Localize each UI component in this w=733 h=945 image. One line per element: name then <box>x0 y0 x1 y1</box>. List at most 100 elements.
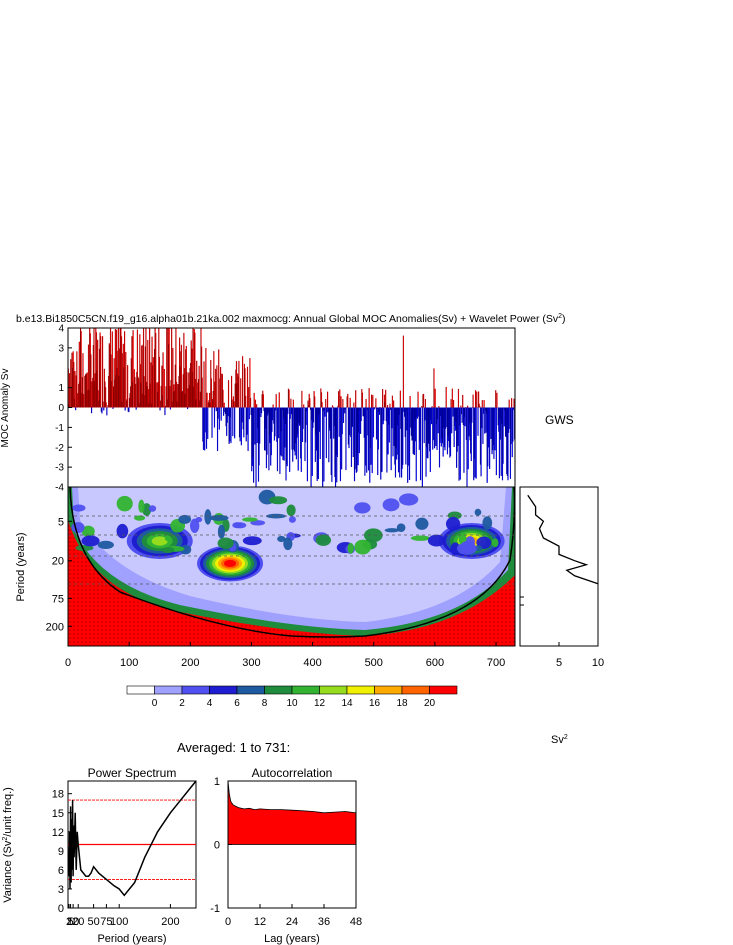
anomaly-bar <box>263 394 264 408</box>
anomaly-bar <box>459 407 461 480</box>
anomaly-bar <box>274 407 276 437</box>
power-spectrum-line <box>68 780 197 897</box>
wavelet-blob <box>71 522 85 533</box>
anomaly-bar <box>246 407 248 435</box>
anomaly-bar <box>243 407 245 438</box>
anomaly-bar <box>439 407 441 443</box>
wavelet-blob <box>269 496 288 505</box>
colorbar-swatch <box>126 685 155 695</box>
gws-xtick-label: 10 <box>592 657 604 669</box>
anomaly-bar <box>453 399 455 408</box>
anomaly-bar <box>372 395 374 408</box>
anomaly-bar <box>513 398 515 408</box>
anomaly-bar <box>493 407 495 459</box>
anomaly-bar <box>450 399 452 408</box>
wavelet-blob <box>81 525 95 538</box>
anomaly-bar <box>321 401 323 408</box>
anomaly-bar <box>305 407 307 426</box>
anomaly-ytick-label: -3 <box>55 463 64 474</box>
anomaly-bar <box>149 328 151 408</box>
anomaly-bar <box>359 407 360 454</box>
anomaly-bar <box>458 407 460 481</box>
anomaly-bar <box>203 361 205 408</box>
anomaly-bar <box>228 380 230 408</box>
anomaly-bar <box>508 399 510 408</box>
anomaly-bar <box>450 407 452 457</box>
anomaly-bar <box>118 328 120 408</box>
cone-of-influence <box>69 487 515 638</box>
anomaly-bar <box>445 407 447 429</box>
anomaly-bar <box>187 407 189 410</box>
anomaly-bar <box>471 407 473 423</box>
anomaly-bar <box>176 381 178 408</box>
anomaly-bar <box>400 390 401 408</box>
anomaly-bar <box>70 359 72 408</box>
anomaly-bar <box>500 407 502 476</box>
anomaly-bar <box>242 356 244 408</box>
anomaly-bar <box>69 373 71 408</box>
ac-ytick-label: 1 <box>214 776 220 788</box>
anomaly-bar <box>332 406 334 408</box>
ps-xtick-label: 200 <box>161 916 179 928</box>
anomaly-bar <box>481 400 483 408</box>
anomaly-bar <box>332 405 334 408</box>
anomaly-bar <box>293 399 294 408</box>
anomaly-bar <box>368 407 370 471</box>
anomaly-bar <box>479 406 481 408</box>
anomaly-bar <box>405 407 407 465</box>
anomaly-bar <box>307 400 309 408</box>
colorbar-label: 20 <box>424 698 436 709</box>
wavelet-hotspot <box>151 536 168 546</box>
anomaly-bar <box>131 336 133 408</box>
anomaly-bar <box>508 407 510 433</box>
wavelet-field <box>68 487 515 646</box>
anomaly-bar <box>478 403 480 408</box>
anomaly-bar <box>349 397 351 408</box>
anomaly-bar <box>280 407 282 456</box>
anomaly-bar <box>398 407 400 473</box>
anomaly-bar <box>353 402 355 408</box>
anomaly-bar <box>457 407 459 446</box>
wavelet-blob <box>164 535 172 542</box>
anomaly-bar <box>494 407 496 451</box>
anomaly-bar <box>325 399 327 408</box>
anomaly-bar <box>462 394 464 408</box>
anomaly-bar <box>425 399 427 408</box>
colorbar-swatch <box>209 685 238 695</box>
anomaly-bar <box>383 407 385 421</box>
anomaly-bar <box>311 407 313 476</box>
anomaly-bar <box>390 407 392 471</box>
anomaly-bar <box>162 352 164 408</box>
anomaly-bar <box>216 365 218 408</box>
anomaly-panel: 4 3 1 0 -1 -2 -3 -4 MOC Anomaly Sv <box>0 324 516 494</box>
wavelet-blob <box>354 539 372 555</box>
anomaly-bar <box>250 397 252 408</box>
anomaly-bar <box>376 407 378 440</box>
anomaly-bar <box>422 407 423 487</box>
anomaly-bar <box>297 407 299 471</box>
anomaly-bar <box>351 407 353 467</box>
anomaly-bar <box>209 392 211 408</box>
anomaly-bar <box>374 407 376 410</box>
ps-ytick-label: 12 <box>52 827 64 839</box>
anomaly-bar <box>278 392 280 408</box>
ps-xtick-label: 2 <box>66 916 72 928</box>
anomaly-bar <box>148 389 150 408</box>
anomaly-bar <box>233 401 235 408</box>
anomaly-bar <box>322 407 324 487</box>
anomaly-bar <box>472 407 474 409</box>
anomaly-bar <box>496 392 498 408</box>
anomaly-bar <box>255 399 257 408</box>
anomaly-bar <box>106 407 108 416</box>
wavelet-blob <box>315 534 332 546</box>
anomaly-bar <box>115 329 116 408</box>
ps-ytick-label: 3 <box>58 884 64 896</box>
anomaly-bar <box>303 404 305 408</box>
anomaly-bar <box>355 390 357 408</box>
anomaly-bar <box>337 407 338 457</box>
anomaly-bar <box>327 391 329 408</box>
anomaly-bar <box>289 407 291 419</box>
wavelet-blob <box>266 513 287 519</box>
wavelet-blob <box>242 536 262 546</box>
